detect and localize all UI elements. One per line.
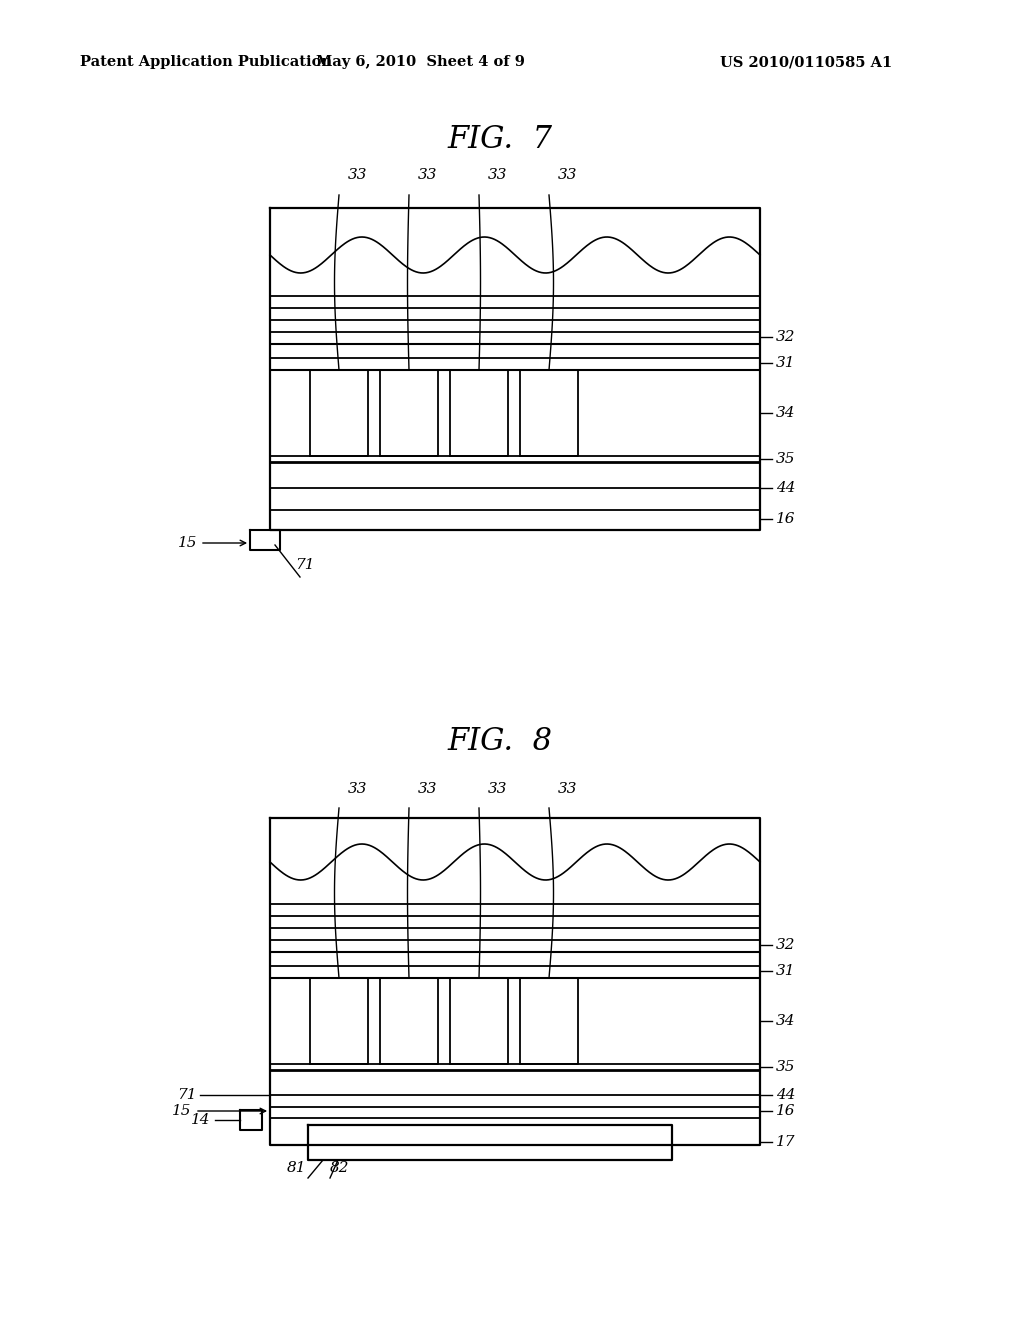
Text: 33: 33 [348, 168, 368, 182]
Text: 34: 34 [776, 407, 796, 420]
Text: US 2010/0110585 A1: US 2010/0110585 A1 [720, 55, 892, 69]
Text: 34: 34 [776, 1014, 796, 1028]
Text: 15: 15 [177, 536, 197, 550]
Text: 33: 33 [418, 168, 437, 182]
Text: 71: 71 [295, 558, 314, 572]
Text: 33: 33 [558, 781, 578, 796]
Text: 16: 16 [776, 1104, 796, 1118]
Text: 71: 71 [177, 1088, 197, 1102]
Text: 16: 16 [776, 512, 796, 525]
Text: Patent Application Publication: Patent Application Publication [80, 55, 332, 69]
Text: 32: 32 [776, 330, 796, 345]
Text: 44: 44 [776, 1088, 796, 1102]
Text: 31: 31 [776, 964, 796, 978]
Text: 31: 31 [776, 356, 796, 370]
Text: 15: 15 [171, 1104, 191, 1118]
Text: 35: 35 [776, 1060, 796, 1074]
Text: May 6, 2010  Sheet 4 of 9: May 6, 2010 Sheet 4 of 9 [315, 55, 524, 69]
Text: 32: 32 [776, 939, 796, 952]
Text: FIG.  7: FIG. 7 [447, 124, 553, 156]
Text: 35: 35 [776, 451, 796, 466]
Text: 81: 81 [287, 1162, 306, 1175]
Text: 33: 33 [488, 168, 508, 182]
Text: 33: 33 [418, 781, 437, 796]
Text: 82: 82 [330, 1162, 349, 1175]
Text: 17: 17 [776, 1135, 796, 1148]
Text: 44: 44 [776, 480, 796, 495]
Text: 33: 33 [558, 168, 578, 182]
Text: FIG.  8: FIG. 8 [447, 726, 553, 758]
Text: 33: 33 [488, 781, 508, 796]
Text: 14: 14 [190, 1113, 210, 1127]
Text: 33: 33 [348, 781, 368, 796]
